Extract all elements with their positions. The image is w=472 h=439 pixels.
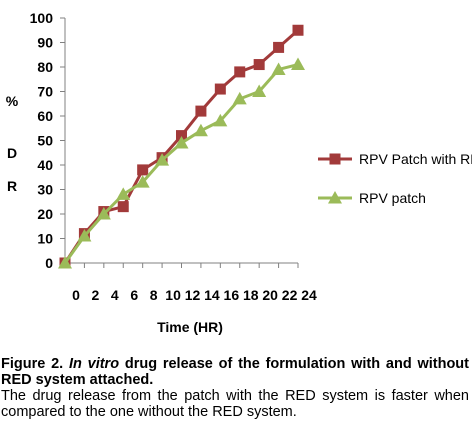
x-tick-label: 24 — [301, 287, 317, 303]
x-tick-label: 16 — [224, 287, 240, 303]
x-tick-label: 12 — [185, 287, 201, 303]
data-point-triangle — [271, 62, 286, 75]
y-tick-label: 60 — [37, 108, 53, 124]
x-tick-label: 20 — [262, 287, 278, 303]
data-point-triangle — [135, 175, 150, 188]
y-tick-label: 90 — [37, 35, 53, 51]
y-axis-title-part: D — [7, 145, 17, 161]
caption-title-italic: In vitro — [68, 356, 120, 372]
x-axis: 0 2 4 6 8 10 12 14 16 18 20 22 24 — [64, 262, 317, 303]
data-point-triangle — [155, 153, 170, 166]
y-tick-label: 50 — [37, 133, 53, 149]
legend-label: RPV Patch with RED — [359, 151, 472, 167]
data-point-square — [214, 83, 226, 95]
y-tick-label: 30 — [37, 182, 53, 198]
data-point-triangle — [213, 113, 228, 127]
caption-title: Figure 2. In vitro drug release of the f… — [1, 356, 469, 388]
x-tick-label: 0 — [72, 287, 80, 303]
x-axis-title: Time (HR) — [157, 319, 223, 335]
x-tick-label: 18 — [243, 287, 259, 303]
y-tick-label: 100 — [30, 10, 54, 26]
data-point-square — [137, 164, 149, 176]
x-tick-label: 2 — [92, 287, 100, 303]
legend-item-1: RPV Patch with RED — [318, 151, 472, 167]
x-tick-label: 4 — [111, 287, 119, 303]
y-tick-label: 80 — [37, 59, 53, 75]
y-tick-label: 10 — [37, 231, 53, 247]
axis-titles: Time (HR)% D R — [6, 93, 223, 335]
data-point-triangle — [252, 84, 267, 97]
caption-figure-label: Figure 2. — [1, 356, 64, 372]
data-point-square — [117, 201, 129, 213]
data-point-square — [253, 59, 265, 71]
x-tick-label: 14 — [204, 287, 220, 303]
x-tick-label: 6 — [130, 287, 138, 303]
data-point-square — [195, 105, 207, 117]
data-point-square — [292, 24, 304, 36]
caption-body: The drug release from the patch with the… — [1, 388, 469, 420]
data-point-triangle — [58, 256, 72, 269]
series-layer — [58, 24, 305, 269]
y-tick-label: 70 — [37, 84, 53, 100]
data-point-triangle — [174, 135, 189, 149]
y-axis-title-part: % — [6, 93, 19, 109]
x-tick-label: 22 — [282, 287, 298, 303]
legend-item-2: RPV patch — [318, 190, 426, 206]
y-axis-title-part: R — [7, 178, 17, 194]
legend-marker-triangle — [328, 191, 342, 204]
legend: RPV Patch with RED RPV patch — [318, 151, 472, 206]
data-point-triangle — [291, 57, 305, 71]
series-2 — [58, 57, 305, 269]
data-point-square — [176, 130, 187, 142]
x-tick-label: 10 — [165, 287, 181, 303]
y-tick-label: 0 — [45, 255, 53, 271]
x-tick-label: 8 — [150, 287, 158, 303]
legend-marker-square — [329, 153, 341, 165]
data-point-triangle — [116, 187, 131, 200]
data-point-square — [234, 66, 246, 78]
y-axis: 0 10 20 30 40 50 60 70 80 90 100 — [30, 10, 66, 271]
data-point-triangle — [193, 123, 208, 137]
figure-caption: Figure 2. In vitro drug release of the f… — [1, 356, 469, 420]
y-tick-label: 20 — [37, 206, 53, 222]
data-point-triangle — [96, 207, 111, 220]
legend-label: RPV patch — [359, 190, 426, 206]
caption-title-rest: drug release of the formulation with and… — [1, 356, 469, 388]
data-point-triangle — [232, 91, 247, 105]
y-tick-label: 40 — [37, 157, 53, 173]
data-point-square — [273, 41, 285, 53]
data-point-triangle — [77, 229, 92, 242]
